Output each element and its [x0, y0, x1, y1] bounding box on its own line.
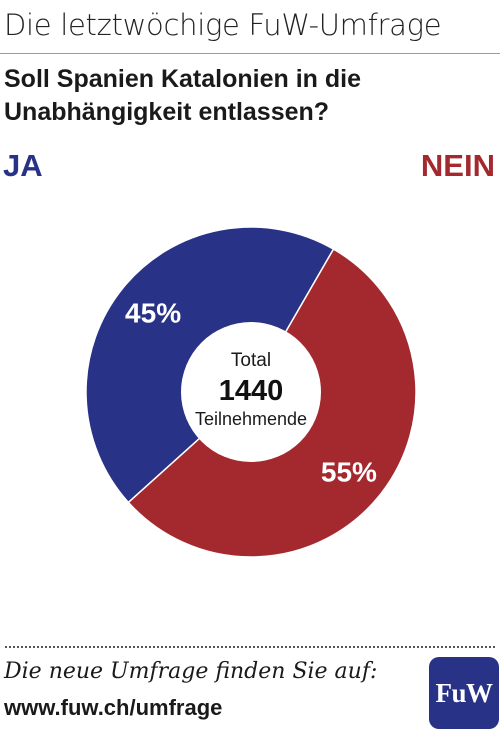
- donut-value-labels: 45% 55%: [125, 298, 377, 488]
- poll-question-line-1: Soll Spanien Katalonien in die: [4, 65, 361, 93]
- donut-label-nein: 55%: [321, 456, 377, 487]
- fuw-logo-text: FuW: [435, 677, 493, 708]
- poll-question: Soll Spanien Katalonien in die Unabhängi…: [4, 63, 484, 129]
- fuw-logo: FuW: [429, 657, 499, 729]
- header-title: Die letztwöchige FuW-Umfrage: [4, 8, 442, 42]
- legend-ja: JA: [3, 148, 43, 183]
- footer-url-link[interactable]: www.fuw.ch/umfrage: [4, 695, 223, 720]
- center-participants-label: Teilnehmende: [195, 409, 307, 429]
- donut-hole: [181, 322, 321, 462]
- header-divider: [0, 53, 500, 54]
- legend-nein: NEIN: [420, 148, 495, 183]
- center-total-label: Total: [231, 350, 271, 371]
- center-total-count: 1440: [219, 375, 284, 407]
- poll-question-line-2: Unabhängigkeit entlassen?: [4, 98, 330, 126]
- footer-divider: [5, 646, 495, 648]
- footer-note: Die neue Umfrage finden Sie auf:: [4, 659, 378, 684]
- donut-label-ja: 45%: [125, 298, 181, 329]
